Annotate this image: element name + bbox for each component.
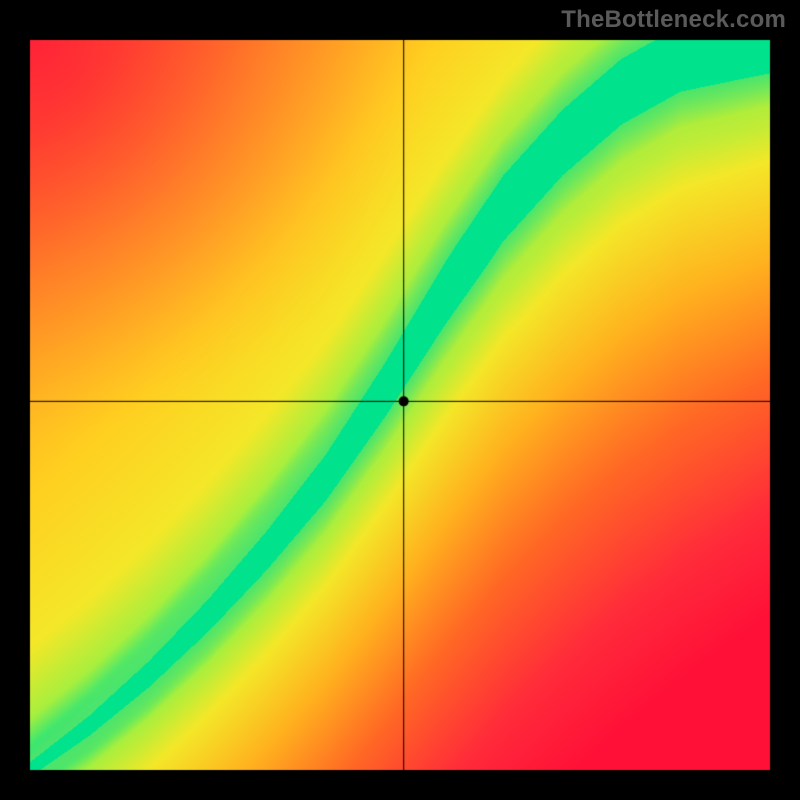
- watermark-text: TheBottleneck.com: [561, 6, 786, 34]
- heatmap-canvas: [0, 0, 800, 800]
- chart-container: TheBottleneck.com: [0, 0, 800, 800]
